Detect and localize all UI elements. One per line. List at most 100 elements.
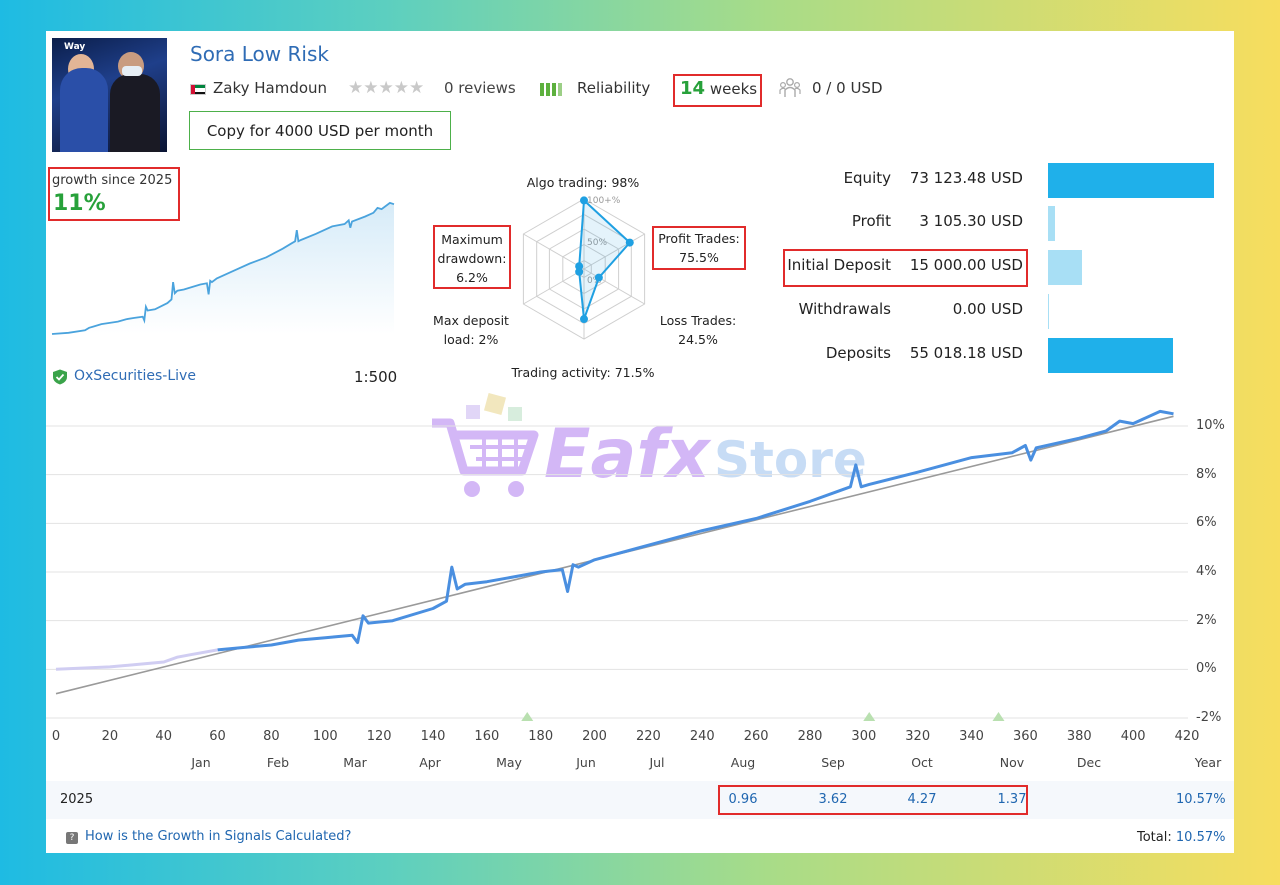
verified-shield-icon [53, 369, 67, 385]
x-tick-label: 180 [528, 729, 554, 744]
stat-label: Profit [851, 212, 891, 230]
y-tick-label: 0% [1196, 661, 1217, 677]
stat-value: 15 000.00 USD [909, 256, 1023, 274]
profit-trades-highlight [652, 226, 746, 270]
month-label: Apr [419, 755, 441, 770]
author-name[interactable]: Zaky Hamdoun [213, 79, 328, 97]
stat-bar [1048, 250, 1083, 285]
x-tick-label: 320 [905, 729, 931, 744]
growth-chart [46, 409, 1188, 721]
x-tick-label: 80 [263, 729, 280, 744]
author-photo[interactable]: Way [52, 38, 167, 152]
x-tick-label: 140 [420, 729, 446, 744]
growth-label: growth since 2025 [52, 173, 173, 188]
x-tick-label: 120 [366, 729, 392, 744]
growth-highlight [48, 167, 180, 221]
year-total[interactable]: 10.57% [1176, 792, 1226, 807]
radar-point-algo [580, 196, 588, 205]
signal-card: Way Sora Low Risk Zaky Hamdoun ★★★★★ 0 r… [46, 31, 1234, 853]
reliability-label: Reliability [577, 79, 651, 97]
month-label: Jul [649, 755, 665, 770]
monthly-value[interactable]: 0.96 [728, 792, 758, 807]
year-row [46, 781, 1234, 819]
total-label: Total: 10.57% [1137, 830, 1226, 845]
growth-calc-link[interactable]: How is the Growth in Signals Calculated? [85, 829, 352, 844]
radar-point-loss [594, 273, 603, 282]
x-tick-label: 420 [1174, 729, 1200, 744]
x-tick-label: 340 [959, 729, 984, 744]
growth-line [217, 409, 1174, 652]
watermark-eafx: Eafx [544, 415, 712, 494]
year-axis-label: Year [1194, 755, 1222, 770]
month-label: Jun [576, 755, 596, 770]
x-tick-label: 360 [1013, 729, 1038, 744]
subscribers-icon [779, 78, 801, 97]
y-tick-label: -2% [1196, 710, 1222, 725]
month-label: Nov [999, 755, 1025, 770]
radar-scale-0: 0% [587, 276, 602, 286]
growth-value: 11% [53, 191, 106, 216]
reviews-link[interactable]: 0 reviews [444, 79, 516, 97]
radar-profit-label: Profit Trades: 75.5% [658, 231, 740, 265]
stat-value: 73 123.48 USD [909, 169, 1023, 187]
watermark: Eafx Store [426, 392, 906, 507]
weeks-highlight [673, 74, 762, 107]
y-tick-label: 2% [1196, 612, 1217, 628]
growth-sparkline [51, 201, 395, 335]
x-tick-label: 40 [155, 729, 172, 744]
radar-activity-label: Trading activity: 71.5% [511, 365, 655, 380]
radar-scale-100: 100+% [587, 196, 621, 206]
x-tick-label: 260 [743, 729, 769, 744]
x-tick-label: 100 [312, 729, 338, 744]
stat-label: Equity [843, 169, 891, 187]
month-label: Aug [730, 755, 756, 770]
stat-bar [1048, 206, 1055, 241]
radar-drawdown-label: Maximum drawdown: 6.2% [437, 232, 507, 285]
event-marker[interactable] [521, 712, 534, 721]
monthly-value[interactable]: 3.62 [818, 792, 848, 807]
stat-bar [1048, 338, 1173, 373]
x-tick-label: 220 [636, 729, 661, 744]
year-label: 2025 [60, 792, 94, 807]
month-label: Jan [191, 755, 211, 770]
stat-bar [1048, 294, 1049, 329]
stat-value: 3 105.30 USD [919, 212, 1023, 230]
stat-label: Initial Deposit [787, 256, 891, 274]
growth-line-early [55, 648, 218, 671]
month-label: May [496, 755, 522, 770]
x-tick-label: 160 [474, 729, 500, 744]
y-tick-label: 10% [1196, 418, 1225, 433]
stat-value: 0.00 USD [952, 300, 1023, 318]
stat-bar [1048, 163, 1214, 198]
reliability-icon [540, 83, 564, 96]
month-label: Mar [343, 755, 367, 770]
y-tick-label: 4% [1196, 564, 1217, 579]
broker-server[interactable]: OxSecurities-Live [74, 368, 196, 384]
copy-signal-button[interactable]: Copy for 4000 USD per month [189, 111, 451, 150]
radar-point-drawdown [575, 262, 584, 271]
y-tick-label: 6% [1196, 515, 1217, 531]
radar-point-activity [580, 315, 588, 324]
help-icon: ? [66, 832, 78, 844]
event-marker[interactable] [863, 712, 876, 721]
weeks-age: 14 weeks [680, 78, 758, 99]
x-tick-label: 200 [582, 729, 607, 744]
drawdown-highlight [433, 225, 511, 289]
x-tick-label: 380 [1066, 729, 1092, 744]
x-tick-label: 280 [797, 729, 823, 744]
radar-algo-label: Algo trading: 98% [526, 175, 640, 190]
x-tick-label: 0 [51, 729, 61, 744]
watermark-store: Store [714, 431, 867, 489]
x-tick-label: 400 [1120, 729, 1146, 744]
event-marker[interactable] [992, 712, 1005, 721]
radar-point-deposit_load [575, 267, 584, 276]
monthly-value[interactable]: 1.37 [997, 792, 1027, 807]
signal-title[interactable]: Sora Low Risk [190, 42, 329, 66]
x-tick-label: 300 [851, 729, 877, 744]
rating-stars-icon: ★★★★★ [348, 78, 425, 98]
monthly-values-highlight [718, 785, 1028, 815]
radar-point-profit [625, 238, 634, 247]
month-label: Dec [1076, 755, 1102, 770]
monthly-value[interactable]: 4.27 [907, 792, 937, 807]
month-label: Sep [821, 755, 845, 770]
